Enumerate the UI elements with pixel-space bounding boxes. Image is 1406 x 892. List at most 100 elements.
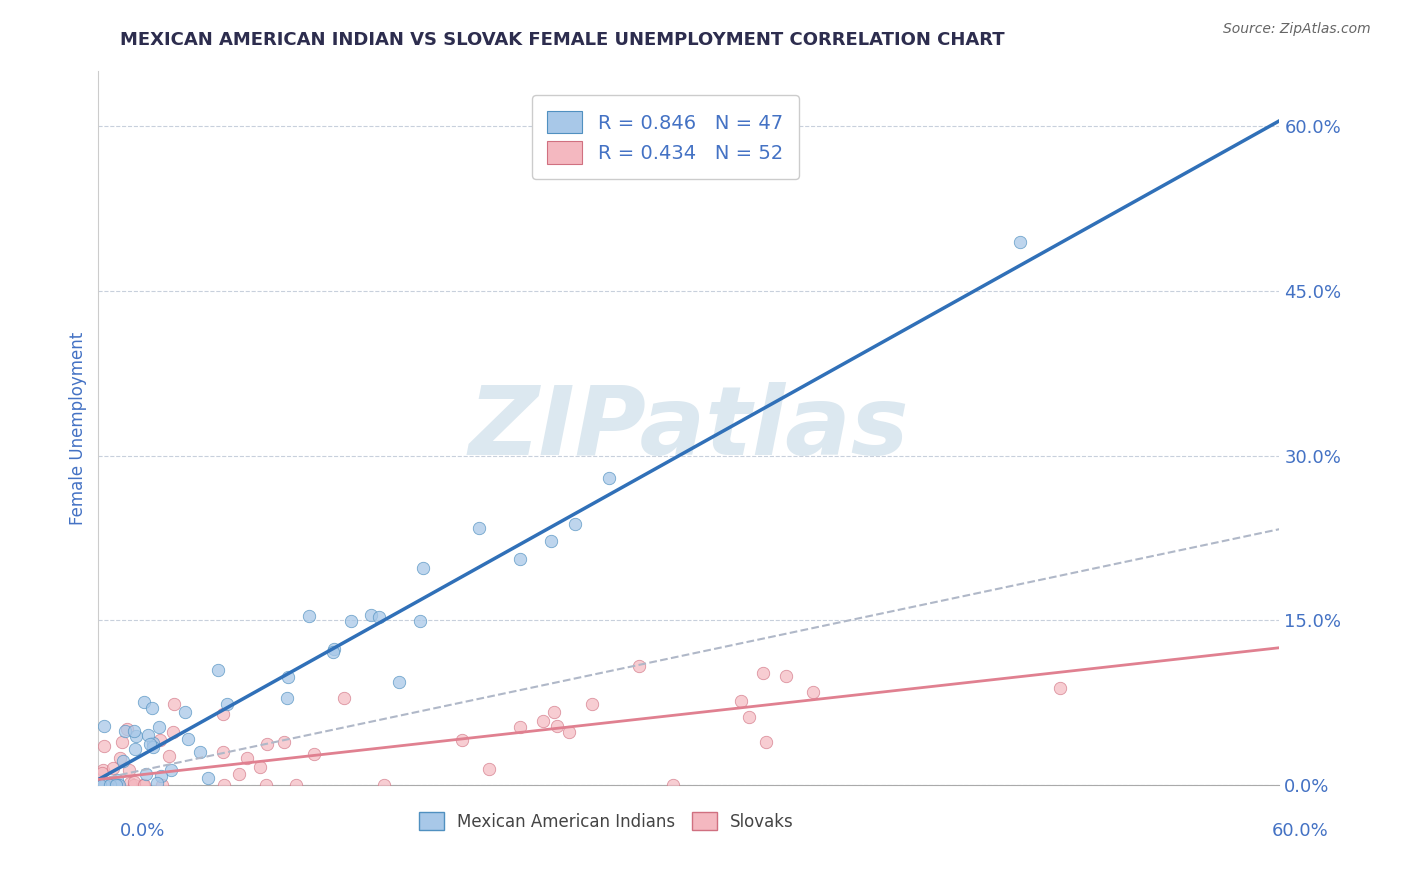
- Point: [159, 763, 181, 777]
- Text: Source: ZipAtlas.com: Source: ZipAtlas.com: [1223, 22, 1371, 37]
- Point: [93, 739, 115, 753]
- Point: [581, 698, 603, 712]
- Point: [157, 748, 180, 763]
- Point: [124, 778, 146, 792]
- Point: [340, 614, 363, 628]
- Point: [135, 767, 157, 781]
- Point: [134, 778, 156, 792]
- Point: [388, 674, 411, 689]
- Point: [323, 642, 346, 657]
- Point: [136, 728, 159, 742]
- Point: [115, 722, 138, 736]
- Point: [124, 723, 146, 738]
- Point: [333, 690, 356, 705]
- Point: [163, 697, 186, 711]
- Point: [149, 733, 172, 747]
- Point: [254, 778, 277, 792]
- Point: [730, 694, 752, 708]
- Point: [298, 609, 321, 624]
- Point: [285, 778, 308, 792]
- Point: [467, 521, 489, 535]
- Point: [110, 751, 132, 765]
- Point: [117, 763, 139, 777]
- Point: [177, 732, 200, 747]
- Text: 0.0%: 0.0%: [120, 822, 165, 839]
- Point: [108, 778, 131, 792]
- Point: [277, 670, 299, 684]
- Point: [738, 709, 761, 723]
- Point: [540, 534, 562, 549]
- Point: [98, 778, 121, 792]
- Point: [132, 695, 155, 709]
- Point: [564, 516, 586, 531]
- Point: [107, 778, 129, 792]
- Point: [211, 745, 233, 759]
- Point: [628, 659, 651, 673]
- Point: [125, 729, 148, 743]
- Point: [131, 778, 153, 792]
- Text: 60.0%: 60.0%: [1272, 822, 1329, 839]
- Text: ZIPatlas: ZIPatlas: [468, 382, 910, 475]
- Point: [662, 778, 685, 792]
- Point: [105, 772, 128, 787]
- Point: [212, 706, 235, 721]
- Point: [1008, 235, 1031, 249]
- Point: [276, 690, 298, 705]
- Point: [114, 723, 136, 738]
- Point: [91, 763, 114, 777]
- Y-axis label: Female Unemployment: Female Unemployment: [69, 332, 87, 524]
- Point: [124, 742, 146, 756]
- Point: [98, 778, 121, 792]
- Point: [207, 663, 229, 677]
- Point: [558, 725, 581, 739]
- Point: [373, 778, 395, 792]
- Point: [105, 778, 128, 792]
- Point: [93, 778, 115, 792]
- Point: [148, 720, 170, 734]
- Point: [509, 720, 531, 734]
- Point: [150, 769, 173, 783]
- Point: [174, 706, 197, 720]
- Point: [228, 767, 250, 781]
- Point: [1049, 681, 1071, 695]
- Point: [412, 561, 434, 575]
- Point: [304, 747, 326, 761]
- Point: [146, 776, 169, 790]
- Point: [197, 771, 219, 785]
- Point: [111, 734, 134, 748]
- Point: [249, 759, 271, 773]
- Point: [598, 471, 620, 485]
- Point: [91, 765, 114, 780]
- Point: [141, 700, 163, 714]
- Point: [546, 719, 568, 733]
- Point: [93, 718, 115, 732]
- Point: [322, 645, 344, 659]
- Point: [755, 735, 778, 749]
- Point: [368, 610, 391, 624]
- Point: [543, 706, 565, 720]
- Point: [450, 733, 472, 747]
- Point: [801, 685, 824, 699]
- Point: [752, 666, 775, 681]
- Point: [256, 737, 278, 751]
- Point: [150, 778, 173, 792]
- Text: MEXICAN AMERICAN INDIAN VS SLOVAK FEMALE UNEMPLOYMENT CORRELATION CHART: MEXICAN AMERICAN INDIAN VS SLOVAK FEMALE…: [120, 31, 1004, 49]
- Point: [775, 668, 797, 682]
- Point: [122, 775, 145, 789]
- Point: [89, 778, 111, 792]
- Point: [103, 761, 125, 775]
- Point: [215, 697, 238, 711]
- Point: [93, 778, 115, 792]
- Point: [273, 735, 295, 749]
- Point: [98, 778, 121, 792]
- Point: [478, 762, 501, 776]
- Point: [138, 737, 160, 751]
- Point: [236, 751, 259, 765]
- Legend: Mexican American Indians, Slovaks: Mexican American Indians, Slovaks: [412, 805, 800, 838]
- Point: [360, 608, 382, 623]
- Point: [188, 745, 211, 759]
- Point: [212, 778, 235, 792]
- Point: [531, 714, 554, 728]
- Point: [112, 754, 135, 768]
- Point: [509, 552, 531, 566]
